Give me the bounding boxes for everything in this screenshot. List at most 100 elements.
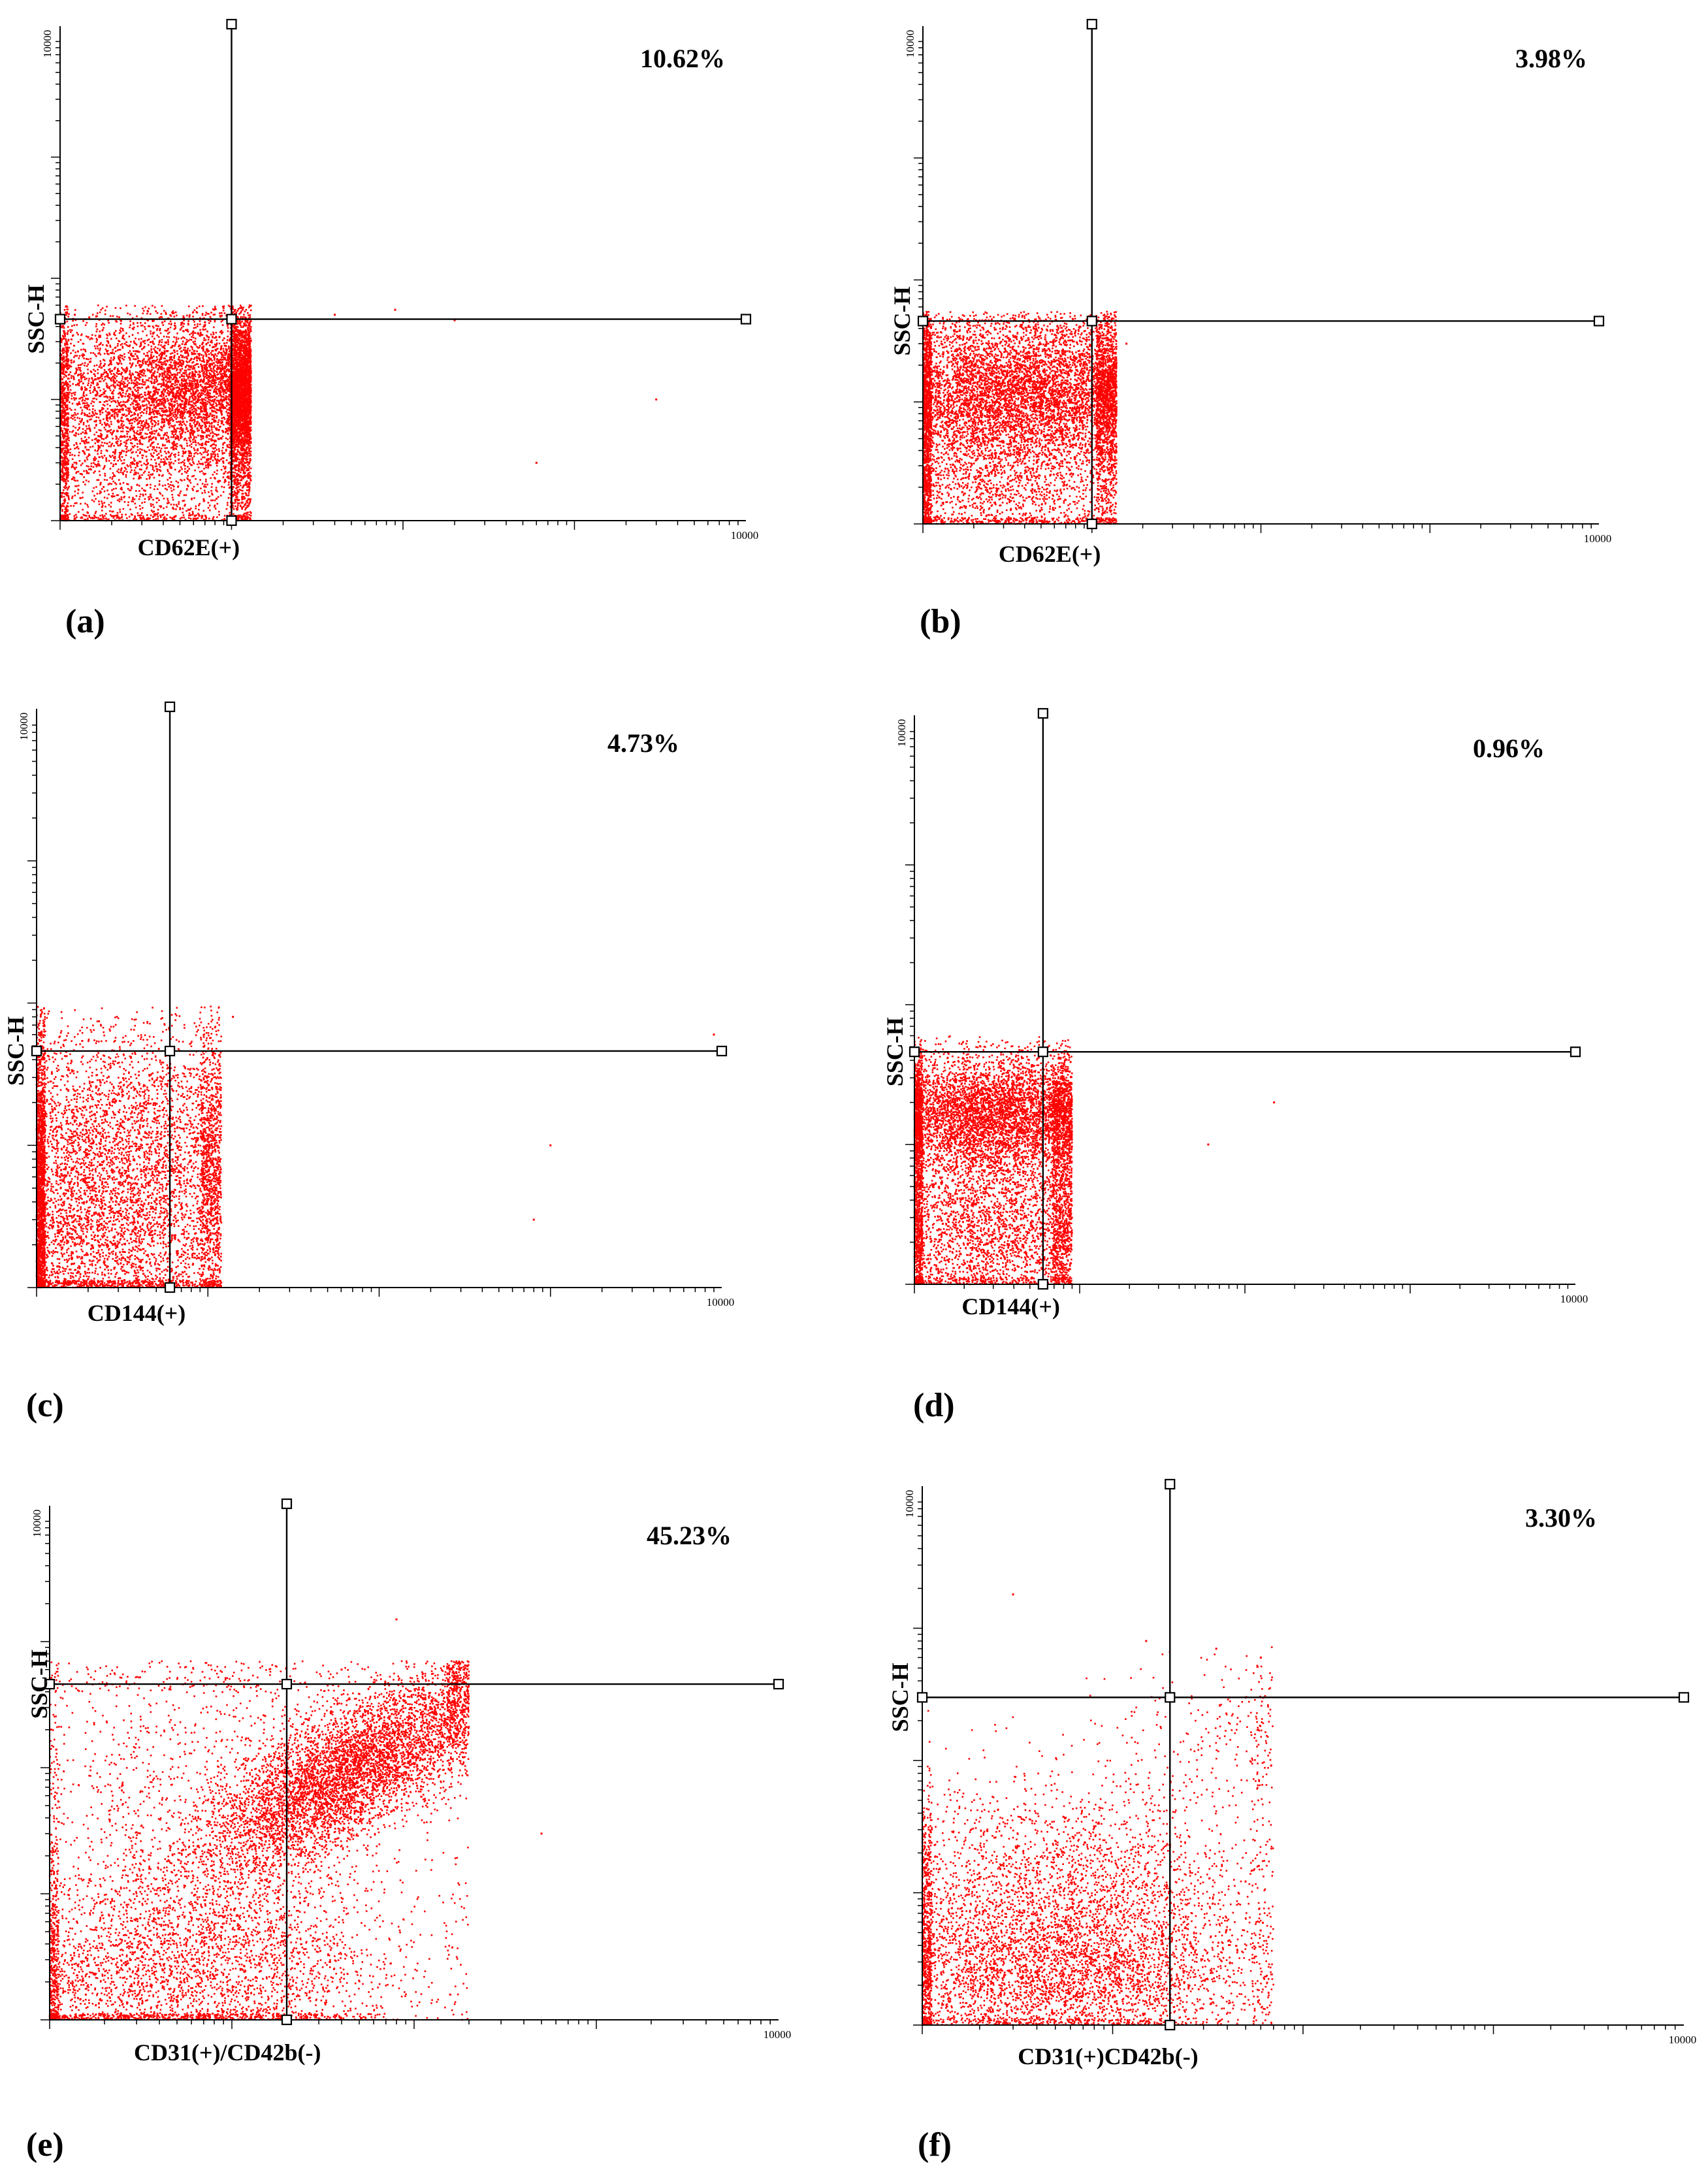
event-dot	[238, 350, 241, 353]
event-dot	[178, 408, 180, 411]
event-dot	[234, 376, 236, 378]
event-dot	[183, 346, 185, 349]
event-dot	[240, 316, 242, 318]
event-dot	[206, 335, 208, 338]
event-dot	[188, 380, 191, 381]
event-dots	[59, 304, 658, 522]
event-dot	[228, 395, 230, 398]
event-dot	[214, 375, 216, 377]
event-dot	[185, 408, 187, 411]
event-dot	[150, 341, 152, 343]
event-dot	[225, 411, 227, 413]
event-dot	[203, 409, 205, 411]
event-dot	[225, 369, 228, 371]
event-dot	[152, 400, 154, 402]
event-dot	[176, 416, 178, 419]
event-dot	[182, 421, 184, 423]
event-dot	[232, 335, 234, 337]
event-dot	[172, 345, 174, 347]
event-dot	[153, 348, 155, 350]
event-dot	[165, 380, 167, 381]
event-dot	[214, 389, 216, 391]
event-dot	[175, 361, 178, 363]
event-dot	[157, 423, 159, 426]
event-dot	[210, 412, 212, 415]
event-dot	[116, 415, 119, 417]
event-dot	[178, 421, 180, 423]
event-dot	[140, 343, 142, 345]
event-dot	[214, 359, 216, 361]
event-dot	[220, 347, 222, 349]
event-dot	[250, 416, 252, 418]
event-dot	[165, 364, 167, 366]
event-dot	[135, 344, 138, 346]
event-dot	[250, 378, 252, 380]
event-dot	[214, 450, 216, 453]
event-dot	[129, 439, 132, 441]
event-dot	[211, 342, 213, 344]
event-dot	[182, 375, 184, 378]
event-dot	[198, 355, 201, 357]
event-dot	[223, 370, 225, 372]
event-dot	[143, 372, 145, 374]
event-dot	[153, 425, 155, 427]
event-dot	[201, 313, 204, 315]
event-dot	[141, 436, 144, 438]
event-dot	[199, 357, 201, 359]
event-dot	[237, 322, 239, 324]
event-dot	[174, 414, 176, 415]
event-dot	[206, 348, 209, 351]
event-dot	[234, 342, 236, 344]
event-dot	[197, 430, 199, 432]
event-dot	[206, 348, 208, 350]
event-dot	[216, 392, 218, 394]
event-dot	[207, 342, 209, 344]
event-dot	[182, 414, 184, 416]
event-dot	[212, 368, 215, 370]
event-dot	[167, 421, 170, 423]
event-dot	[238, 462, 240, 465]
event-dot	[182, 411, 184, 414]
event-dot	[89, 384, 92, 387]
event-dot	[227, 414, 229, 417]
event-dot	[249, 314, 251, 316]
event-dot	[191, 464, 193, 466]
event-dot	[139, 448, 141, 450]
event-dot	[129, 370, 131, 372]
event-dot	[91, 446, 94, 447]
event-dot	[161, 395, 163, 398]
event-dot	[152, 432, 153, 434]
event-dot	[240, 442, 243, 444]
event-dot	[240, 340, 243, 342]
event-dot	[174, 354, 176, 357]
event-dot	[66, 365, 69, 368]
event-dot	[82, 398, 84, 401]
event-dot	[112, 389, 115, 391]
event-dot	[247, 440, 249, 442]
event-dot	[108, 399, 110, 401]
event-dot	[110, 400, 112, 403]
event-dot	[189, 368, 191, 370]
event-dot	[85, 425, 88, 427]
event-dot	[193, 380, 196, 383]
event-dot	[250, 353, 251, 355]
event-dot	[246, 342, 248, 344]
event-dot	[63, 369, 65, 372]
event-dot	[174, 373, 176, 376]
event-dot	[130, 411, 133, 414]
event-dot	[231, 349, 234, 351]
event-dot	[219, 371, 221, 374]
event-dot	[133, 350, 135, 352]
event-dot	[135, 379, 137, 381]
event-dot	[214, 357, 216, 359]
event-dot	[138, 399, 141, 401]
event-dot	[113, 352, 115, 355]
event-dot	[194, 398, 196, 401]
event-dot	[168, 461, 170, 463]
event-dot	[226, 396, 228, 398]
event-dot	[92, 391, 94, 393]
event-dot	[86, 321, 88, 324]
event-dot	[148, 392, 151, 394]
event-dot	[65, 362, 67, 365]
